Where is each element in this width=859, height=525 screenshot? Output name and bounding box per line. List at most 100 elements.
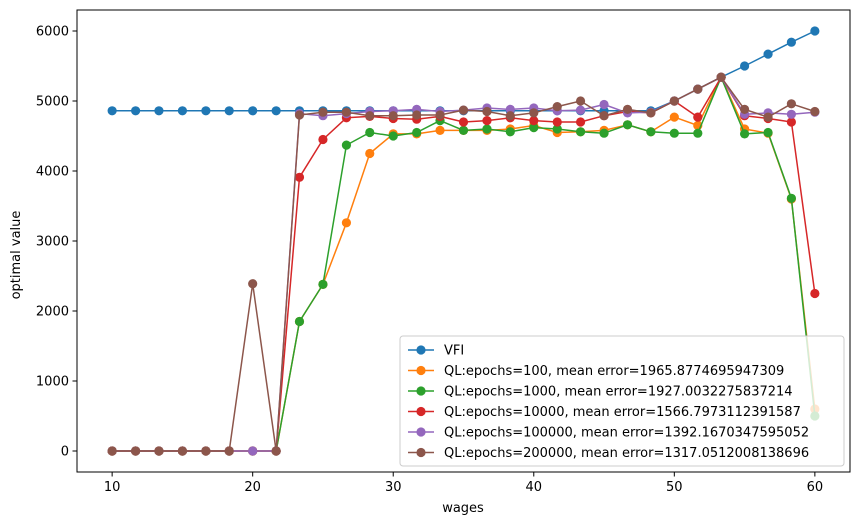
data-point	[810, 106, 820, 117]
y-axis-title: optimal value	[9, 211, 24, 300]
data-point	[529, 123, 539, 133]
data-point	[505, 111, 515, 121]
data-point	[177, 106, 188, 116]
data-point	[224, 446, 234, 456]
data-point	[575, 96, 586, 106]
data-point	[786, 37, 796, 47]
data-point	[318, 134, 328, 145]
data-point	[131, 446, 141, 456]
data-point	[786, 99, 796, 109]
data-point	[131, 106, 141, 116]
data-point	[271, 446, 281, 456]
legend-swatch-marker	[416, 365, 426, 376]
data-point	[107, 106, 117, 116]
legend-label: QL:epochs=1000, mean error=1927.00322758…	[444, 385, 793, 400]
data-point	[365, 111, 375, 121]
x-axis-title: wages	[442, 501, 484, 516]
data-point	[739, 61, 750, 71]
data-point	[763, 49, 773, 59]
legend-entry: QL:epochs=200000, mean error=1317.051200…	[408, 446, 809, 461]
data-point	[294, 110, 305, 120]
legend-swatch-marker	[416, 406, 426, 417]
data-point	[575, 117, 586, 127]
data-point	[646, 108, 656, 118]
data-point	[810, 288, 820, 299]
data-point	[248, 106, 258, 116]
data-point	[341, 218, 352, 228]
data-point	[435, 110, 445, 120]
data-point	[365, 148, 375, 159]
data-point	[739, 129, 750, 139]
legend-label: QL:epochs=10000, mean error=1566.7973112…	[444, 405, 801, 420]
data-point	[271, 106, 281, 116]
data-point	[693, 84, 703, 94]
series-line	[112, 30, 816, 112]
legend-label: QL:epochs=100000, mean error=1392.167034…	[444, 426, 809, 441]
data-point	[810, 26, 820, 36]
data-point	[669, 112, 679, 122]
data-point	[248, 279, 258, 289]
x-tick-label: 30	[385, 480, 402, 495]
data-point	[716, 72, 726, 82]
data-point	[435, 125, 445, 135]
series-0	[107, 26, 820, 116]
x-tick-label: 60	[807, 480, 824, 495]
data-point	[294, 172, 305, 182]
data-point	[529, 108, 539, 118]
data-point	[763, 112, 773, 122]
data-point	[107, 446, 117, 456]
data-point	[693, 128, 703, 138]
data-point	[786, 109, 796, 119]
data-point	[786, 193, 796, 203]
legend-swatch-marker	[416, 386, 426, 396]
data-point	[154, 446, 164, 456]
legend-entry: QL:epochs=1000, mean error=1927.00322758…	[408, 385, 793, 400]
data-point	[693, 112, 703, 122]
data-point	[458, 105, 469, 115]
y-tick-label: 3000	[36, 235, 69, 250]
data-point	[412, 127, 422, 138]
data-point	[482, 116, 492, 126]
x-tick-label: 50	[666, 480, 683, 495]
data-point	[365, 127, 375, 138]
data-point	[739, 104, 750, 114]
legend-swatch-marker	[416, 447, 426, 458]
legend-label: QL:epochs=200000, mean error=1317.051200…	[444, 446, 809, 461]
data-point	[529, 116, 539, 126]
data-point	[599, 99, 609, 110]
data-point	[248, 446, 258, 456]
x-tick-label: 10	[104, 480, 121, 495]
data-point	[318, 107, 328, 117]
data-point	[482, 106, 492, 117]
y-tick-label: 4000	[36, 165, 69, 180]
data-point	[201, 446, 211, 456]
legend-entry: QL:epochs=100, mean error=1965.877469594…	[408, 364, 784, 379]
y-tick-label: 2000	[36, 305, 69, 320]
series-5	[107, 72, 820, 456]
data-point	[341, 140, 352, 150]
data-point	[482, 124, 492, 134]
data-point	[763, 127, 773, 138]
legend-label: QL:epochs=100, mean error=1965.877469594…	[444, 364, 784, 379]
data-point	[552, 124, 562, 134]
data-point	[388, 111, 398, 121]
x-tick-label: 40	[525, 480, 542, 495]
legend-entry: QL:epochs=100000, mean error=1392.167034…	[408, 426, 809, 441]
data-point	[177, 446, 188, 456]
data-point	[224, 106, 234, 116]
data-point	[786, 117, 796, 127]
legend: VFI QL:epochs=100, mean error=1965.877469…	[399, 335, 845, 467]
y-tick-label: 0	[61, 445, 69, 460]
data-point	[201, 106, 211, 116]
data-point	[318, 279, 328, 289]
legend-entry: QL:epochs=10000, mean error=1566.7973112…	[408, 405, 801, 420]
data-point	[458, 117, 469, 127]
data-point	[599, 128, 609, 138]
legend-entry: VFI	[408, 344, 464, 359]
legend-swatch-marker	[416, 427, 426, 437]
data-point	[294, 316, 305, 327]
x-tick-label: 20	[244, 480, 261, 495]
data-point	[412, 110, 422, 120]
data-point	[622, 120, 633, 130]
